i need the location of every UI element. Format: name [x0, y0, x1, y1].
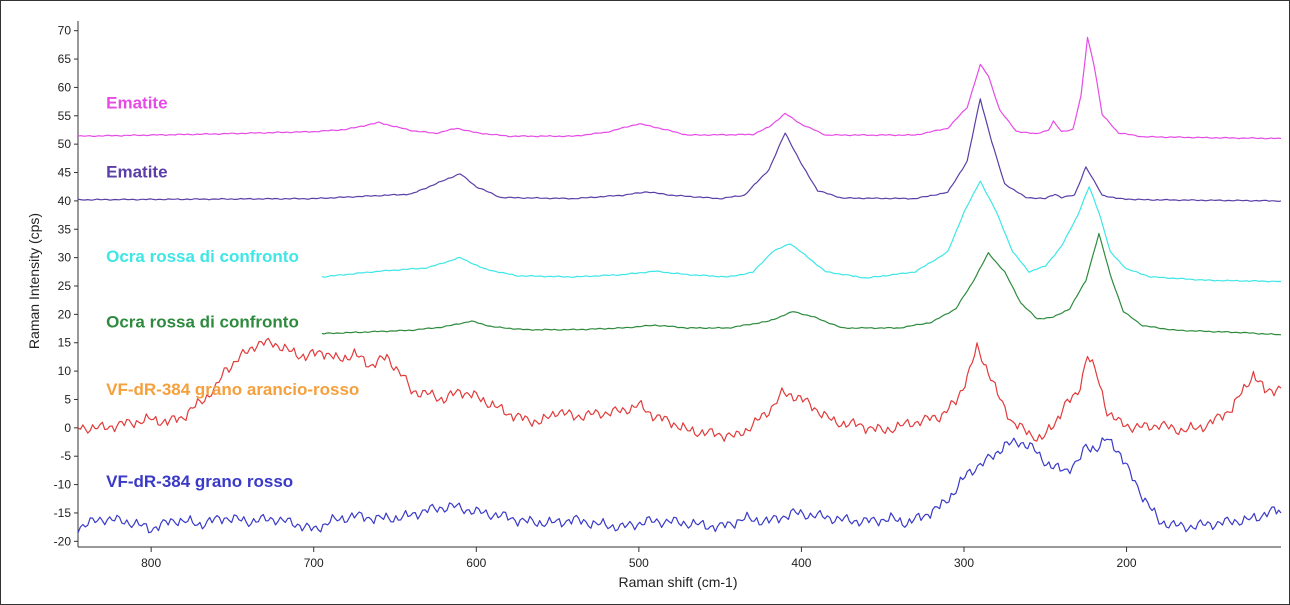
y-axis-title: Raman Intensity (cps) — [26, 213, 42, 349]
series-label: Ematite — [106, 93, 167, 112]
series-line — [77, 337, 1282, 442]
series-label: Ocra rossa di confronto — [106, 247, 299, 266]
y-tick-label: 70 — [58, 24, 72, 38]
labels-layer: Ematite Ematite Ocra rossa di confronto Ocr… — [106, 93, 359, 490]
series-line — [321, 180, 1282, 283]
series-line — [321, 232, 1282, 336]
series-line — [77, 437, 1282, 534]
x-tick-label: 400 — [791, 556, 811, 570]
y-tick-label: 25 — [58, 279, 72, 293]
series-label: Ematite — [106, 163, 167, 182]
series-label: VF-dR-384 grano rosso — [106, 472, 293, 491]
y-tick-label: 50 — [58, 137, 72, 151]
x-tick-label: 800 — [141, 556, 161, 570]
y-tick-label: 65 — [58, 52, 72, 66]
y-tick-label: -20 — [54, 534, 72, 548]
series-layer — [77, 36, 1282, 534]
x-axis-title: Raman shift (cm-1) — [618, 574, 737, 590]
y-tick-label: 10 — [58, 364, 72, 378]
y-tick-label: 15 — [58, 336, 72, 350]
x-tick-label: 600 — [466, 556, 486, 570]
y-tick-label: -10 — [54, 478, 72, 492]
y-tick-label: 45 — [58, 166, 72, 180]
axes: 7065605550454035302520151050-5-10-15-208… — [54, 21, 1281, 570]
x-tick-label: 300 — [954, 556, 974, 570]
x-tick-label: 500 — [629, 556, 649, 570]
y-tick-label: 40 — [58, 194, 72, 208]
series-line — [77, 98, 1282, 202]
y-tick-label: 55 — [58, 109, 72, 123]
y-tick-label: 30 — [58, 251, 72, 265]
y-tick-label: -15 — [54, 506, 72, 520]
y-tick-label: -5 — [60, 449, 71, 463]
y-tick-label: 35 — [58, 222, 72, 236]
y-tick-label: 0 — [64, 421, 71, 435]
y-tick-label: 20 — [58, 307, 72, 321]
y-tick-label: 60 — [58, 80, 72, 94]
y-tick-label: 5 — [64, 392, 71, 406]
series-label: VF-dR-384 grano arancio-rosso — [106, 380, 359, 399]
x-tick-label: 700 — [304, 556, 324, 570]
series-label: Ocra rossa di confronto — [106, 312, 299, 331]
series-line — [77, 36, 1282, 140]
x-tick-label: 200 — [1117, 556, 1137, 570]
